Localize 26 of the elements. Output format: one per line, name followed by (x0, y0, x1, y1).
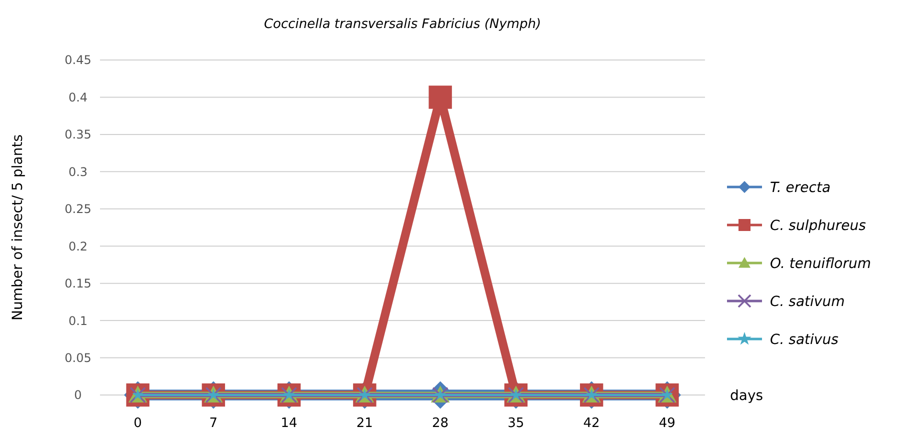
x-tick-label: 28 (432, 416, 449, 431)
x-axis-title: days (730, 388, 764, 404)
y-tick-label: 0.3 (68, 164, 88, 179)
legend-label: C. sativus (770, 332, 838, 348)
y-tick-label: 0.4 (68, 90, 88, 104)
legend-label: T. erecta (770, 180, 831, 196)
y-tick-label: 0.15 (64, 276, 92, 291)
legend-label: C. sulphureus (770, 218, 866, 234)
x-tick-label: 21 (356, 416, 373, 431)
y-tick-label: 0.25 (64, 202, 92, 216)
x-tick-label: 35 (508, 416, 524, 431)
y-tick-label: 0.35 (64, 128, 92, 142)
legend-label: O. tenuiflorum (770, 256, 871, 272)
x-tick-label: 49 (658, 416, 676, 431)
x-tick-label: 7 (209, 416, 218, 431)
x-tick-label: 42 (583, 416, 600, 431)
x-tick-label: 14 (280, 416, 298, 431)
y-tick-label: 0.45 (64, 53, 92, 68)
x-tick-label: 0 (134, 416, 142, 431)
y-tick-label: 0 (74, 388, 82, 402)
y-axis-title: Number of insect/ 5 plants (10, 134, 26, 321)
y-tick-label: 0.05 (64, 350, 92, 365)
legend-label: C. sativum (770, 294, 845, 310)
chart-title: Coccinella transversalis Fabricius (Nymph) (264, 17, 542, 32)
y-tick-label: 0.2 (68, 239, 88, 254)
y-tick-label: 0.1 (68, 314, 88, 328)
